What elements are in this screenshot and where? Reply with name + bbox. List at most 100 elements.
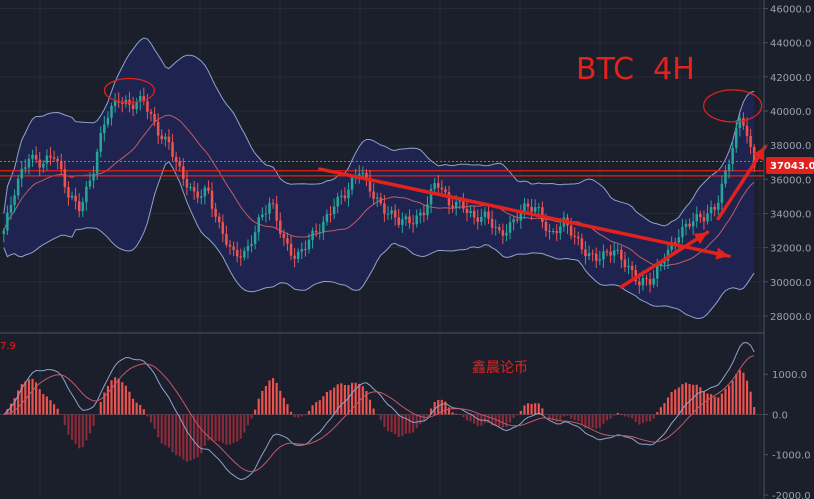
downtrend-arrow	[318, 167, 731, 258]
candle-body	[724, 170, 727, 184]
candle-body	[591, 253, 594, 255]
candle-body	[113, 100, 117, 106]
candlesticks	[2, 87, 756, 294]
candle-body	[239, 256, 243, 258]
candle-body	[519, 212, 523, 221]
candle-body	[663, 260, 666, 264]
candle-body	[569, 225, 573, 236]
candle-body	[246, 245, 250, 251]
candle-body	[138, 96, 142, 102]
price-axis-label: 40000.0	[770, 107, 811, 118]
candle-body	[92, 173, 95, 181]
candle-body	[16, 178, 20, 196]
candle-body	[300, 249, 304, 252]
candle-body	[702, 217, 706, 222]
price-axis: 28000.0 30000.0 32000.0 34000.0 36000.0 38000…	[764, 5, 811, 499]
candle-body	[594, 253, 598, 261]
candle-body	[616, 249, 620, 251]
candle-body	[508, 222, 512, 233]
candle-body	[645, 278, 648, 280]
candle-body	[304, 249, 307, 251]
candle-body	[612, 250, 616, 256]
candle-body	[103, 124, 106, 133]
candle-body	[189, 187, 192, 189]
candle-body	[332, 206, 336, 215]
price-axis-label: 34000.0	[770, 209, 811, 220]
bollinger-upper	[3, 37, 755, 227]
candle-body	[95, 151, 99, 174]
candle-body	[555, 231, 558, 234]
downtrend-arrow-head	[715, 247, 730, 260]
candle-body	[436, 183, 440, 188]
candle-body	[415, 215, 418, 225]
candle-body	[167, 136, 171, 143]
candle-body	[228, 244, 232, 247]
candle-body	[329, 214, 332, 216]
candle-body	[67, 187, 70, 198]
candle-body	[74, 195, 77, 202]
candle-body	[160, 135, 164, 140]
candle-body	[447, 192, 451, 206]
candle-body	[533, 207, 537, 212]
candle-body	[347, 189, 350, 199]
candle-body	[691, 221, 695, 227]
candle-body	[688, 223, 691, 227]
candle-body	[27, 158, 31, 168]
candle-body	[271, 203, 275, 205]
candle-body	[250, 243, 253, 246]
candle-body	[225, 233, 228, 245]
candle-body	[340, 195, 343, 197]
candle-body	[620, 249, 623, 260]
candle-body	[609, 251, 612, 256]
candle-body	[634, 269, 637, 282]
watermark-text: 鑫晨论币	[472, 359, 528, 376]
candle-body	[322, 221, 325, 233]
candle-body	[476, 217, 479, 222]
candle-body	[422, 212, 426, 216]
candle-body	[638, 281, 641, 286]
candle-body	[375, 197, 379, 199]
macd-axis-label: 0.0	[772, 410, 788, 421]
price-axis-label: 28000.0	[770, 312, 811, 323]
top-circle-right	[703, 89, 763, 123]
candle-body	[56, 158, 59, 161]
candle-body	[156, 121, 160, 136]
candle-body	[196, 191, 199, 198]
price-axis-label: 38000.0	[770, 141, 811, 152]
candle-body	[20, 168, 24, 179]
candle-body	[390, 210, 393, 214]
price-badge[interactable]: 37043.0	[766, 157, 814, 174]
candle-body	[709, 207, 713, 214]
candle-body	[106, 117, 110, 125]
candle-body	[203, 187, 207, 197]
candle-body	[551, 231, 555, 233]
bollinger-lower	[3, 160, 755, 319]
candle-body	[512, 219, 515, 223]
candle-body	[31, 154, 34, 159]
horizontal-levels	[0, 160, 764, 177]
candle-body	[717, 202, 720, 210]
candle-body	[738, 118, 742, 128]
candle-body	[77, 201, 81, 212]
candle-body	[472, 210, 476, 218]
candle-body	[673, 242, 677, 244]
candle-body	[656, 265, 659, 279]
price-badge-bg	[766, 157, 814, 174]
candle-body	[289, 243, 293, 256]
candle-body	[275, 203, 278, 221]
candle-body	[85, 186, 88, 203]
candle-body	[433, 183, 436, 189]
macd-axis-label: -2000.0	[772, 491, 811, 499]
candle-body	[99, 132, 102, 152]
breakout-arrow-head	[752, 146, 765, 161]
candle-body	[699, 213, 702, 218]
candle-body	[257, 217, 260, 233]
candle-body	[42, 163, 45, 168]
price-axis-label: 30000.0	[770, 278, 811, 289]
candle-body	[426, 204, 429, 216]
candle-body	[296, 251, 300, 259]
candle-body	[200, 196, 203, 198]
chart-title: BTC 4H	[576, 52, 695, 87]
candle-body	[286, 238, 289, 244]
